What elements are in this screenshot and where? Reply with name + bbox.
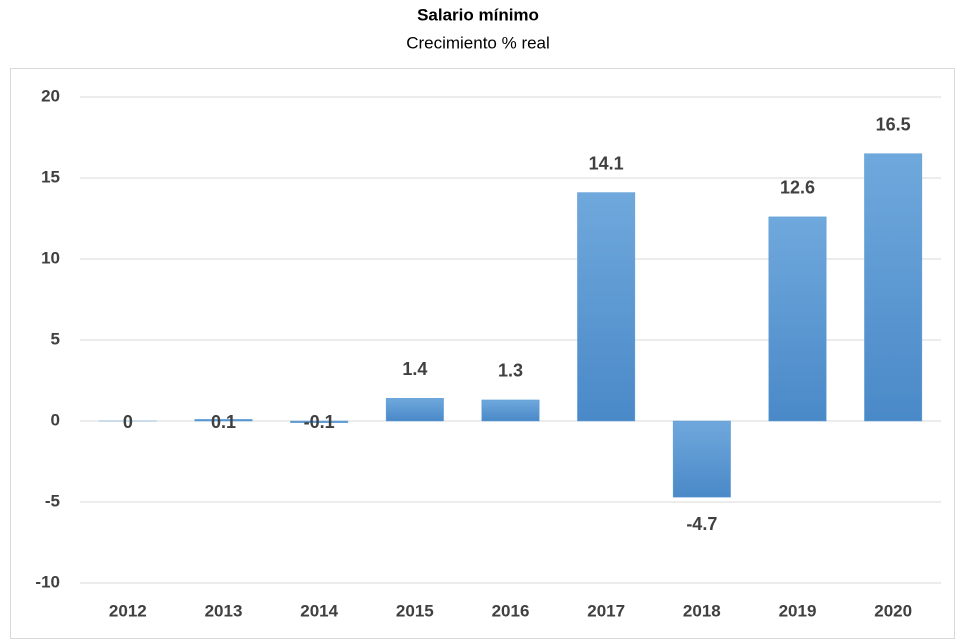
data-label: 16.5 [876,114,911,134]
bar [864,153,923,422]
data-label: 1.3 [498,361,523,381]
y-tick-label: 15 [41,167,60,186]
data-label: 14.1 [589,153,624,173]
y-tick-label: 0 [51,410,60,429]
data-label: -4.7 [686,514,717,534]
x-tick-label: 2020 [874,601,912,620]
data-label: 0.1 [211,412,236,432]
chart-title: Salario mínimo [417,5,539,24]
x-tick-label: 2015 [396,601,434,620]
chart-subtitle: Crecimiento % real [406,33,550,52]
data-label: 0 [123,412,133,432]
x-tick-label: 2012 [109,601,147,620]
bar [577,192,636,422]
x-tick-label: 2018 [683,601,721,620]
bar [194,419,253,422]
y-tick-label: 20 [41,86,60,105]
bar [481,399,540,422]
x-tick-label: 2019 [779,601,817,620]
x-tick-label: 2013 [205,601,243,620]
x-tick-label: 2014 [300,601,338,620]
bar [768,216,827,422]
y-tick-label: -10 [35,572,60,591]
data-label: 1.4 [402,359,427,379]
y-tick-label: 10 [41,248,60,267]
bar [385,398,444,422]
y-tick-label: -5 [45,491,60,510]
bar [672,420,731,498]
x-tick-label: 2016 [492,601,530,620]
bar [290,420,349,423]
data-label: -0.1 [304,412,335,432]
y-tick-label: 5 [51,329,60,348]
x-tick-label: 2017 [587,601,625,620]
data-label: 12.6 [780,178,815,198]
